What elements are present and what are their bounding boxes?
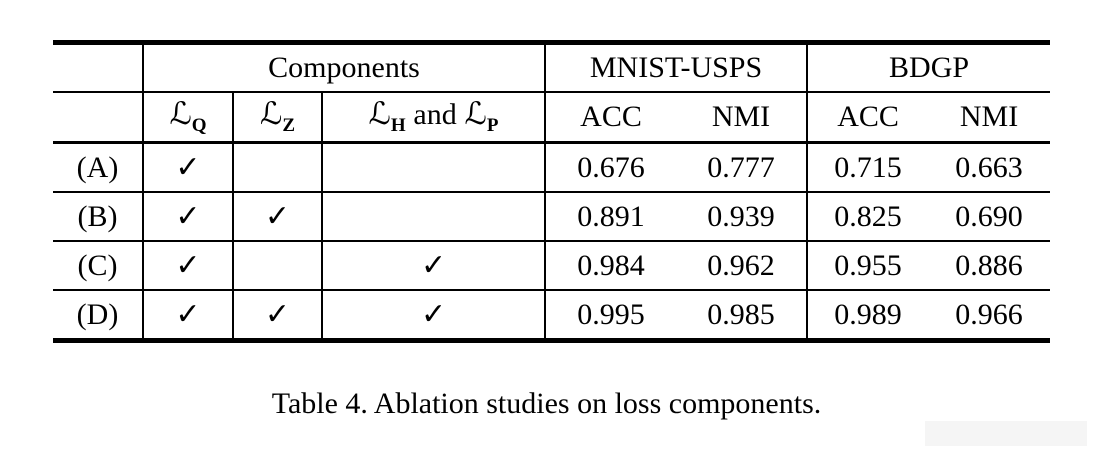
check-lz: ✓ (233, 290, 323, 343)
group-header-row: Components MNIST-USPS BDGP (53, 40, 1051, 93)
check-lz (233, 142, 323, 193)
sub-header-row: ℒQ ℒZ ℒH and ℒP ACC NMI ACC NMI (53, 92, 1051, 144)
loss-h-and-p-header: ℒH and ℒP (322, 92, 547, 144)
row-label: (A) (53, 142, 144, 193)
row-label: (D) (53, 290, 144, 343)
check-lq: ✓ (143, 290, 234, 343)
mnist-usps-group-header: MNIST-USPS (545, 40, 809, 93)
check-lhp (322, 192, 547, 242)
table-caption: Table 4. Ablation studies on loss compon… (271, 387, 822, 420)
subscript-p: P (486, 115, 499, 136)
bdgp-nmi-value: 0.663 (928, 142, 1051, 193)
bdgp-nmi-value: 0.690 (928, 192, 1051, 242)
check-lhp: ✓ (322, 290, 547, 343)
check-lq: ✓ (143, 142, 234, 193)
script-l-symbol: ℒ (368, 96, 391, 132)
subscript-z: Z (282, 115, 295, 136)
mnist-nmi-value: 0.962 (676, 241, 809, 291)
subscript-h: H (390, 115, 406, 136)
components-group-header: Components (143, 40, 547, 93)
bdgp-acc-value: 0.955 (807, 241, 929, 291)
script-l-symbol: ℒ (259, 96, 283, 132)
mnist-acc-value: 0.995 (545, 290, 677, 343)
check-lq: ✓ (143, 192, 234, 242)
loss-z-header: ℒZ (233, 92, 323, 144)
row-label: (C) (53, 241, 144, 291)
row-label: (B) (53, 192, 144, 242)
script-l-symbol: ℒ (464, 96, 487, 132)
check-lz (233, 241, 323, 291)
bdgp-acc-value: 0.825 (807, 192, 929, 242)
bdgp-nmi-header: NMI (928, 92, 1051, 144)
watermark-remnant (925, 421, 1087, 446)
bdgp-acc-value: 0.989 (807, 290, 929, 343)
bdgp-acc-value: 0.715 (807, 142, 929, 193)
bdgp-group-header: BDGP (807, 40, 1051, 93)
check-lq: ✓ (143, 241, 234, 291)
mnist-acc-header: ACC (545, 92, 677, 144)
subheader-empty-cell (53, 92, 144, 144)
table-row-d: (D) ✓ ✓ ✓ 0.995 0.985 0.989 0.966 (53, 290, 1051, 343)
mnist-nmi-value: 0.777 (676, 142, 809, 193)
loss-q-header: ℒQ (143, 92, 234, 144)
table-row-a: (A) ✓ 0.676 0.777 0.715 0.663 (53, 142, 1051, 193)
check-lz: ✓ (233, 192, 323, 242)
and-word: and (413, 98, 457, 131)
mnist-acc-value: 0.676 (545, 142, 677, 193)
mnist-acc-value: 0.891 (545, 192, 677, 242)
check-lhp: ✓ (322, 241, 547, 291)
ablation-table: Components MNIST-USPS BDGP ℒQ ℒZ ℒH and ℒP… (53, 40, 1051, 343)
mnist-acc-value: 0.984 (545, 241, 677, 291)
check-lhp (322, 142, 547, 193)
bdgp-acc-header: ACC (807, 92, 929, 144)
mnist-nmi-value: 0.985 (676, 290, 809, 343)
mnist-nmi-header: NMI (676, 92, 809, 144)
subscript-q: Q (191, 115, 207, 136)
corner-empty-cell (53, 40, 144, 93)
mnist-nmi-value: 0.939 (676, 192, 809, 242)
bdgp-nmi-value: 0.966 (928, 290, 1051, 343)
script-l-symbol: ℒ (169, 96, 192, 132)
table-row-b: (B) ✓ ✓ 0.891 0.939 0.825 0.690 (53, 192, 1051, 242)
table-row-c: (C) ✓ ✓ 0.984 0.962 0.955 0.886 (53, 241, 1051, 291)
bdgp-nmi-value: 0.886 (928, 241, 1051, 291)
